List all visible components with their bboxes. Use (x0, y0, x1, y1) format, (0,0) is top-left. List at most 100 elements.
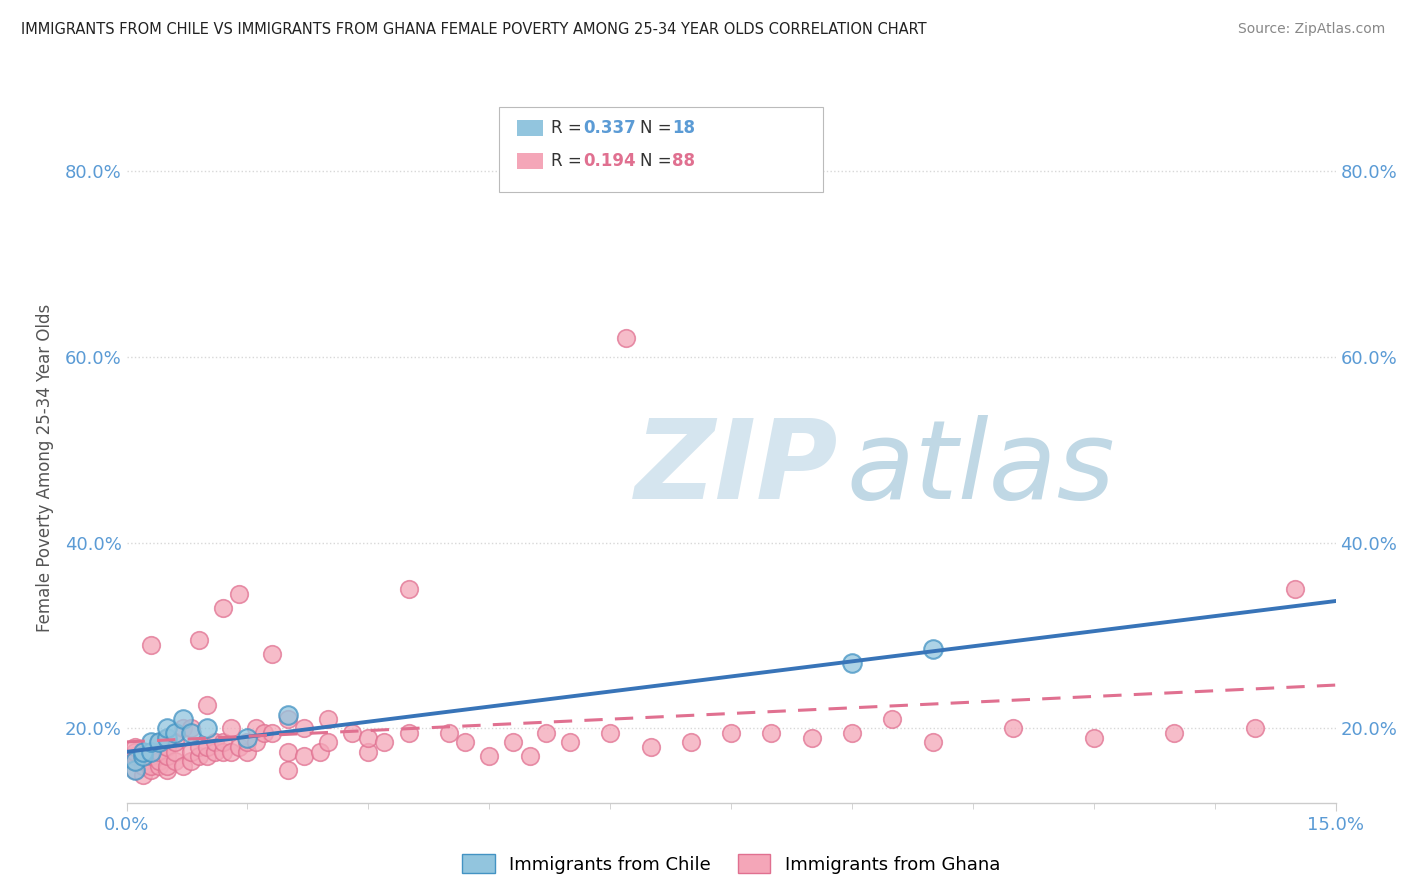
Point (124, 764, 146, 778)
Point (245, 722, 267, 736)
Point (139, 638, 162, 652)
Point (131, 745, 153, 759)
Point (156, 740, 179, 755)
Point (156, 722, 179, 736)
Point (188, 740, 211, 755)
Point (614, 331, 637, 345)
Point (260, 726, 283, 740)
Point (124, 749, 146, 764)
Point (156, 764, 179, 778)
Point (148, 758, 170, 772)
Point (228, 740, 250, 755)
Legend: Immigrants from Chile, Immigrants from Ghana: Immigrants from Chile, Immigrants from G… (456, 847, 1007, 880)
Point (188, 633, 211, 648)
Point (398, 726, 420, 740)
Point (437, 726, 460, 740)
Point (195, 749, 218, 764)
Point (236, 735, 259, 749)
Point (478, 749, 501, 764)
Point (212, 600, 235, 615)
Point (1163, 726, 1185, 740)
Point (172, 722, 194, 736)
Point (1244, 722, 1267, 736)
Point (204, 745, 226, 759)
Point (534, 726, 557, 740)
Point (316, 712, 339, 726)
Point (139, 749, 162, 764)
Point (163, 745, 186, 759)
Point (131, 758, 153, 772)
Point (156, 749, 179, 764)
Point (124, 764, 146, 778)
Point (228, 587, 250, 601)
Text: atlas: atlas (846, 415, 1115, 522)
Point (373, 735, 395, 749)
Point (156, 758, 179, 772)
Text: 0.337: 0.337 (583, 120, 637, 137)
Point (252, 726, 274, 740)
Point (139, 735, 162, 749)
Point (221, 745, 243, 759)
Point (163, 754, 186, 768)
Point (195, 740, 218, 755)
Point (841, 726, 863, 740)
Point (124, 754, 146, 768)
Point (882, 712, 904, 726)
Point (221, 722, 243, 736)
Point (139, 758, 162, 772)
Point (148, 735, 170, 749)
Point (236, 745, 259, 759)
Point (204, 735, 226, 749)
Point (212, 735, 235, 749)
Text: R =: R = (551, 153, 588, 170)
Point (599, 726, 621, 740)
Point (156, 731, 179, 745)
Text: Source: ZipAtlas.com: Source: ZipAtlas.com (1237, 22, 1385, 37)
Point (148, 745, 170, 759)
Point (841, 657, 863, 671)
Point (124, 745, 146, 759)
Point (558, 735, 581, 749)
Point (180, 745, 202, 759)
Text: IMMIGRANTS FROM CHILE VS IMMIGRANTS FROM GHANA FEMALE POVERTY AMONG 25-34 YEAR O: IMMIGRANTS FROM CHILE VS IMMIGRANTS FROM… (21, 22, 927, 37)
Point (195, 698, 218, 713)
Point (761, 726, 783, 740)
Point (277, 707, 299, 722)
Point (292, 722, 315, 736)
Point (172, 758, 194, 772)
Point (316, 735, 339, 749)
Point (357, 745, 380, 759)
Point (519, 749, 541, 764)
Text: N =: N = (640, 153, 676, 170)
Point (1284, 582, 1306, 596)
Point (502, 735, 524, 749)
Point (342, 726, 364, 740)
Point (292, 749, 315, 764)
Point (245, 735, 267, 749)
Point (148, 735, 170, 749)
Point (309, 745, 332, 759)
Point (180, 722, 202, 736)
Point (180, 726, 202, 740)
Point (131, 754, 153, 768)
Text: N =: N = (640, 120, 676, 137)
Point (163, 735, 186, 749)
Point (163, 726, 186, 740)
Text: 18: 18 (672, 120, 695, 137)
Point (277, 764, 299, 778)
Point (260, 647, 283, 661)
Point (921, 642, 943, 657)
Text: ZIP: ZIP (634, 415, 838, 522)
Point (212, 745, 235, 759)
Text: 0.194: 0.194 (583, 153, 636, 170)
Point (277, 712, 299, 726)
Point (131, 749, 153, 764)
Y-axis label: Female Poverty Among 25-34 Year Olds: Female Poverty Among 25-34 Year Olds (35, 304, 53, 632)
Point (357, 731, 380, 745)
Point (720, 726, 742, 740)
Point (139, 745, 162, 759)
Point (921, 735, 943, 749)
Point (800, 731, 823, 745)
Point (195, 722, 218, 736)
Point (180, 754, 202, 768)
